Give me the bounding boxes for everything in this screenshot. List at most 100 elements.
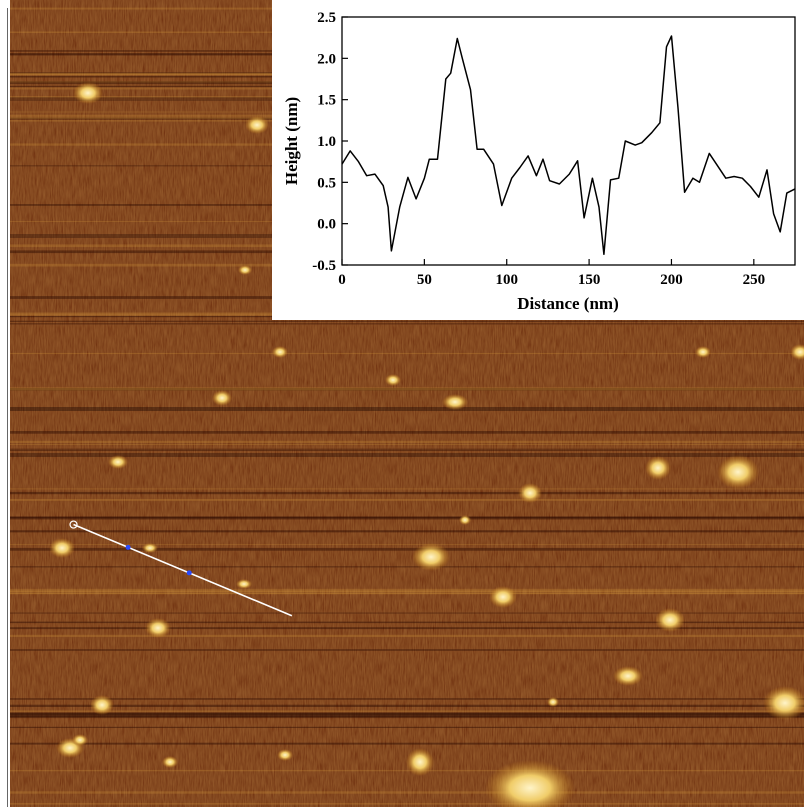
scan-stripe xyxy=(10,488,804,490)
scan-stripe xyxy=(10,431,804,434)
scan-stripe xyxy=(10,791,804,794)
scan-stripe xyxy=(10,588,804,592)
scan-stripe xyxy=(10,448,804,450)
x-tick-label: 50 xyxy=(417,272,432,288)
profile-scan-line[interactable] xyxy=(69,520,293,617)
x-tick-label: 150 xyxy=(578,272,601,288)
scan-stripe xyxy=(10,491,804,495)
scan-stripe xyxy=(10,450,804,451)
surface-feature xyxy=(655,608,685,632)
scan-stripe xyxy=(10,712,804,716)
x-tick-label: 100 xyxy=(495,272,518,288)
plot-frame xyxy=(341,16,796,266)
surface-feature xyxy=(108,455,128,469)
scan-stripe xyxy=(10,698,804,700)
y-tick-label: 2.0 xyxy=(317,51,336,67)
surface-feature xyxy=(717,455,759,489)
scan-stripe xyxy=(10,566,804,568)
surface-feature xyxy=(49,538,75,558)
scan-stripe xyxy=(10,530,804,532)
surface-feature xyxy=(212,390,232,406)
surface-feature xyxy=(489,586,517,608)
y-axis: -0.5 0.0 0.5 1.0 1.5 2.0 2.5 xyxy=(312,10,348,274)
y-axis-title: Height (nm) xyxy=(282,97,301,185)
x-tick-label: 200 xyxy=(660,272,683,288)
scan-stripe xyxy=(10,531,804,533)
surface-feature xyxy=(72,734,88,746)
scan-stripe xyxy=(10,593,804,595)
surface-feature xyxy=(272,346,288,358)
surface-feature xyxy=(145,618,171,638)
scan-stripe xyxy=(10,634,804,637)
scan-stripe xyxy=(10,726,804,728)
surface-feature xyxy=(238,265,252,275)
surface-feature xyxy=(763,686,804,720)
surface-feature xyxy=(485,760,575,807)
y-tick-label: 2.5 xyxy=(317,10,336,26)
scan-stripe xyxy=(10,544,804,545)
scan-line-start-handle[interactable] xyxy=(69,520,78,529)
surface-feature xyxy=(90,695,114,715)
surface-feature xyxy=(412,543,450,571)
scan-stripe xyxy=(10,444,804,445)
surface-feature xyxy=(245,116,269,134)
surface-feature xyxy=(790,344,804,360)
y-tick-label: 1.5 xyxy=(317,93,336,109)
surface-feature xyxy=(442,394,468,410)
scan-stripe xyxy=(10,323,804,325)
scan-line-marker xyxy=(186,570,192,576)
image-left-margin xyxy=(0,0,10,807)
scan-stripe xyxy=(10,387,804,391)
scan-stripe xyxy=(10,590,804,592)
scan-stripe xyxy=(10,388,804,391)
afm-features xyxy=(49,82,804,807)
y-tick-label: 0.0 xyxy=(317,217,336,233)
scan-stripe xyxy=(10,320,804,322)
scan-stripe xyxy=(10,612,804,614)
surface-feature xyxy=(385,374,401,386)
scan-stripe xyxy=(10,453,804,457)
scan-stripe xyxy=(10,704,804,707)
series-line-height-profile xyxy=(341,35,796,256)
scan-line-marker xyxy=(125,544,131,550)
scan-stripe xyxy=(10,547,804,551)
surface-feature xyxy=(695,346,711,358)
surface-feature xyxy=(236,579,252,589)
scan-stripe xyxy=(10,407,804,411)
surface-feature xyxy=(459,515,471,525)
scan-stripe xyxy=(10,440,804,444)
scan-stripe xyxy=(10,649,804,651)
surface-feature xyxy=(645,456,671,480)
y-tick-label: 0.5 xyxy=(317,175,336,191)
surface-feature xyxy=(73,82,103,104)
scan-stripe xyxy=(10,715,804,719)
scan-stripe xyxy=(10,769,804,772)
scan-stripe xyxy=(10,742,804,745)
surface-feature xyxy=(613,666,643,686)
y-tick-label: 1.0 xyxy=(317,134,336,150)
scan-stripe xyxy=(10,710,804,713)
scan-stripe xyxy=(10,387,804,391)
image-left-rule xyxy=(7,8,8,807)
surface-feature xyxy=(162,756,178,768)
surface-feature xyxy=(277,749,293,761)
scan-stripe xyxy=(10,499,804,501)
x-axis-title: Distance (nm) xyxy=(517,294,619,313)
x-tick-label: 250 xyxy=(743,272,766,288)
scan-stripe xyxy=(10,516,804,519)
scan-stripe xyxy=(10,803,804,805)
y-tick-label: -0.5 xyxy=(312,258,336,274)
height-profile-chart: 0 50 100 150 200 250 -0.5 0.0 0.5 1.0 1.5 2.0 2.5 D… xyxy=(272,0,804,320)
scan-stripe xyxy=(10,352,804,355)
scan-stripe xyxy=(10,621,804,624)
x-tick-label: 0 xyxy=(338,272,346,288)
surface-feature xyxy=(547,697,559,707)
scan-stripe xyxy=(10,516,804,520)
surface-feature xyxy=(142,543,158,553)
surface-feature xyxy=(406,748,434,776)
scan-stripe xyxy=(10,713,804,717)
scan-stripe xyxy=(10,627,804,630)
x-axis: 0 50 100 150 200 250 xyxy=(338,259,765,288)
scan-stripe xyxy=(10,591,804,594)
surface-feature xyxy=(518,483,542,503)
